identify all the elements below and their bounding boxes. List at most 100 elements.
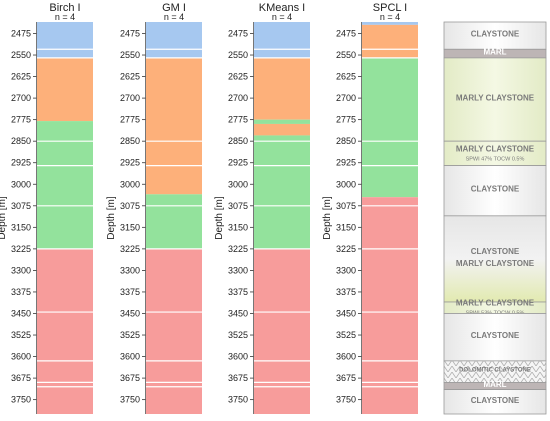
cluster-segment <box>146 194 202 249</box>
y-tick-label: 3525 <box>228 330 248 340</box>
lithology-unit <box>443 389 547 415</box>
y-tick-label: 3375 <box>11 287 31 297</box>
y-tick-label: 3600 <box>120 352 140 362</box>
y-tick-label: 2550 <box>336 50 356 60</box>
y-tick-label: 2550 <box>228 50 248 60</box>
y-tick-label: 3600 <box>336 352 356 362</box>
cluster-panel: GM In = 4 2475 2550 2625 2700 2775 2850 2925 300… <box>106 2 202 414</box>
y-tick-label: 3300 <box>11 265 31 275</box>
lithology-label: CLAYSTONE MARLY CLAYSTONE <box>456 247 535 268</box>
y-tick-label: 3225 <box>11 244 31 254</box>
y-tick-label: 2700 <box>228 93 248 103</box>
y-tick-label: 2550 <box>11 50 31 60</box>
lithology-label: CLAYSTONE <box>471 331 520 340</box>
y-tick-label: 3450 <box>336 308 356 318</box>
y-tick-label: 3075 <box>336 201 356 211</box>
y-tick-label: 2850 <box>120 136 140 146</box>
lithology-label: MARLY CLAYSTONE <box>456 144 535 153</box>
y-tick-label: 3150 <box>11 222 31 232</box>
y-tick-label: 2700 <box>11 93 31 103</box>
panel-title: Birch I <box>49 2 80 14</box>
cluster-panel: KMeans In = 4 2475 2550 2625 2700 2775 2850 292… <box>214 2 310 414</box>
cluster-segment <box>254 57 310 120</box>
cluster-segment <box>146 57 202 195</box>
y-tick-label: 3300 <box>336 265 356 275</box>
y-tick-label: 3000 <box>228 179 248 189</box>
y-tick-label: 3675 <box>11 373 31 383</box>
y-tick-label: 3525 <box>11 330 31 340</box>
y-tick-label: 2775 <box>228 115 248 125</box>
y-tick-label: 3450 <box>11 308 31 318</box>
cluster-segment <box>37 121 93 249</box>
y-tick-label: 3225 <box>120 244 140 254</box>
cluster-segment <box>362 24 418 58</box>
lithology-label: MARLY CLAYSTONE <box>456 299 535 308</box>
y-tick-label: 3600 <box>11 352 31 362</box>
panel-subtitle: n = 4 <box>380 12 400 22</box>
y-tick-label: 3000 <box>11 179 31 189</box>
y-tick-label: 3750 <box>11 395 31 405</box>
y-tick-label: 2625 <box>11 72 31 82</box>
y-tick-label: 3150 <box>336 222 356 232</box>
y-tick-label: 2475 <box>228 28 248 38</box>
y-tick-label: 2475 <box>336 28 356 38</box>
lithology-label: CLAYSTONE <box>471 185 520 194</box>
y-tick-label: 3375 <box>228 287 248 297</box>
cluster-panel: Birch In = 4 2475 2550 2625 2700 2775 2850 2925… <box>0 2 93 414</box>
cluster-segment <box>37 248 93 414</box>
panel-subtitle: n = 4 <box>272 12 292 22</box>
y-tick-label: 2925 <box>336 158 356 168</box>
y-tick-label: 2775 <box>336 115 356 125</box>
y-tick-label: 3075 <box>11 201 31 211</box>
y-tick-label: 3150 <box>120 222 140 232</box>
lithology-unit <box>443 140 547 166</box>
cluster-segment <box>362 197 418 414</box>
y-tick-label: 3675 <box>336 373 356 383</box>
cluster-segment <box>254 119 310 124</box>
cluster-segment <box>254 135 310 249</box>
y-tick-label: 3375 <box>120 287 140 297</box>
y-tick-label: 3300 <box>120 265 140 275</box>
y-tick-label: 3450 <box>120 308 140 318</box>
cluster-segment <box>146 248 202 414</box>
y-axis-label: Depth [m] <box>0 196 8 240</box>
y-tick-label: 3000 <box>120 179 140 189</box>
y-tick-label: 3675 <box>228 373 248 383</box>
y-tick-label: 3150 <box>228 222 248 232</box>
lithology-label-line: CLAYSTONE <box>471 247 520 256</box>
cluster-segment <box>37 22 93 58</box>
y-tick-label: 3525 <box>120 330 140 340</box>
y-tick-label: 3375 <box>336 287 356 297</box>
y-tick-label: 2625 <box>120 72 140 82</box>
y-tick-label: 3300 <box>228 265 248 275</box>
cluster-segment <box>362 57 418 198</box>
y-tick-label: 3225 <box>228 244 248 254</box>
lithology-unit <box>443 215 547 303</box>
y-tick-label: 2850 <box>336 136 356 146</box>
lithology-unit <box>443 57 547 142</box>
panel-title: GM I <box>162 2 186 14</box>
cluster-segment <box>146 22 202 58</box>
y-tick-label: 3525 <box>336 330 356 340</box>
cluster-segment <box>254 123 310 136</box>
lithology-unit <box>443 21 547 50</box>
cluster-segment <box>37 57 93 122</box>
lithology-unit <box>443 165 547 217</box>
cluster-segment <box>254 22 310 58</box>
y-tick-label: 2850 <box>11 136 31 146</box>
panel-title: SPCL I <box>373 2 407 14</box>
cluster-segment <box>362 22 418 25</box>
y-tick-label: 2925 <box>228 158 248 168</box>
y-tick-label: 3675 <box>120 373 140 383</box>
y-axis-label: Depth [m] <box>214 196 225 240</box>
y-axis-label: Depth [m] <box>322 196 333 240</box>
y-tick-label: 2625 <box>336 72 356 82</box>
y-tick-label: 2700 <box>336 93 356 103</box>
y-tick-label: 3600 <box>228 352 248 362</box>
y-tick-label: 2625 <box>228 72 248 82</box>
lithology-label: DOLOMITIC CLAYSTONE <box>459 368 531 374</box>
lithology-label: MARL <box>483 48 506 57</box>
cluster-segment <box>254 248 310 414</box>
y-tick-label: 2475 <box>120 28 140 38</box>
